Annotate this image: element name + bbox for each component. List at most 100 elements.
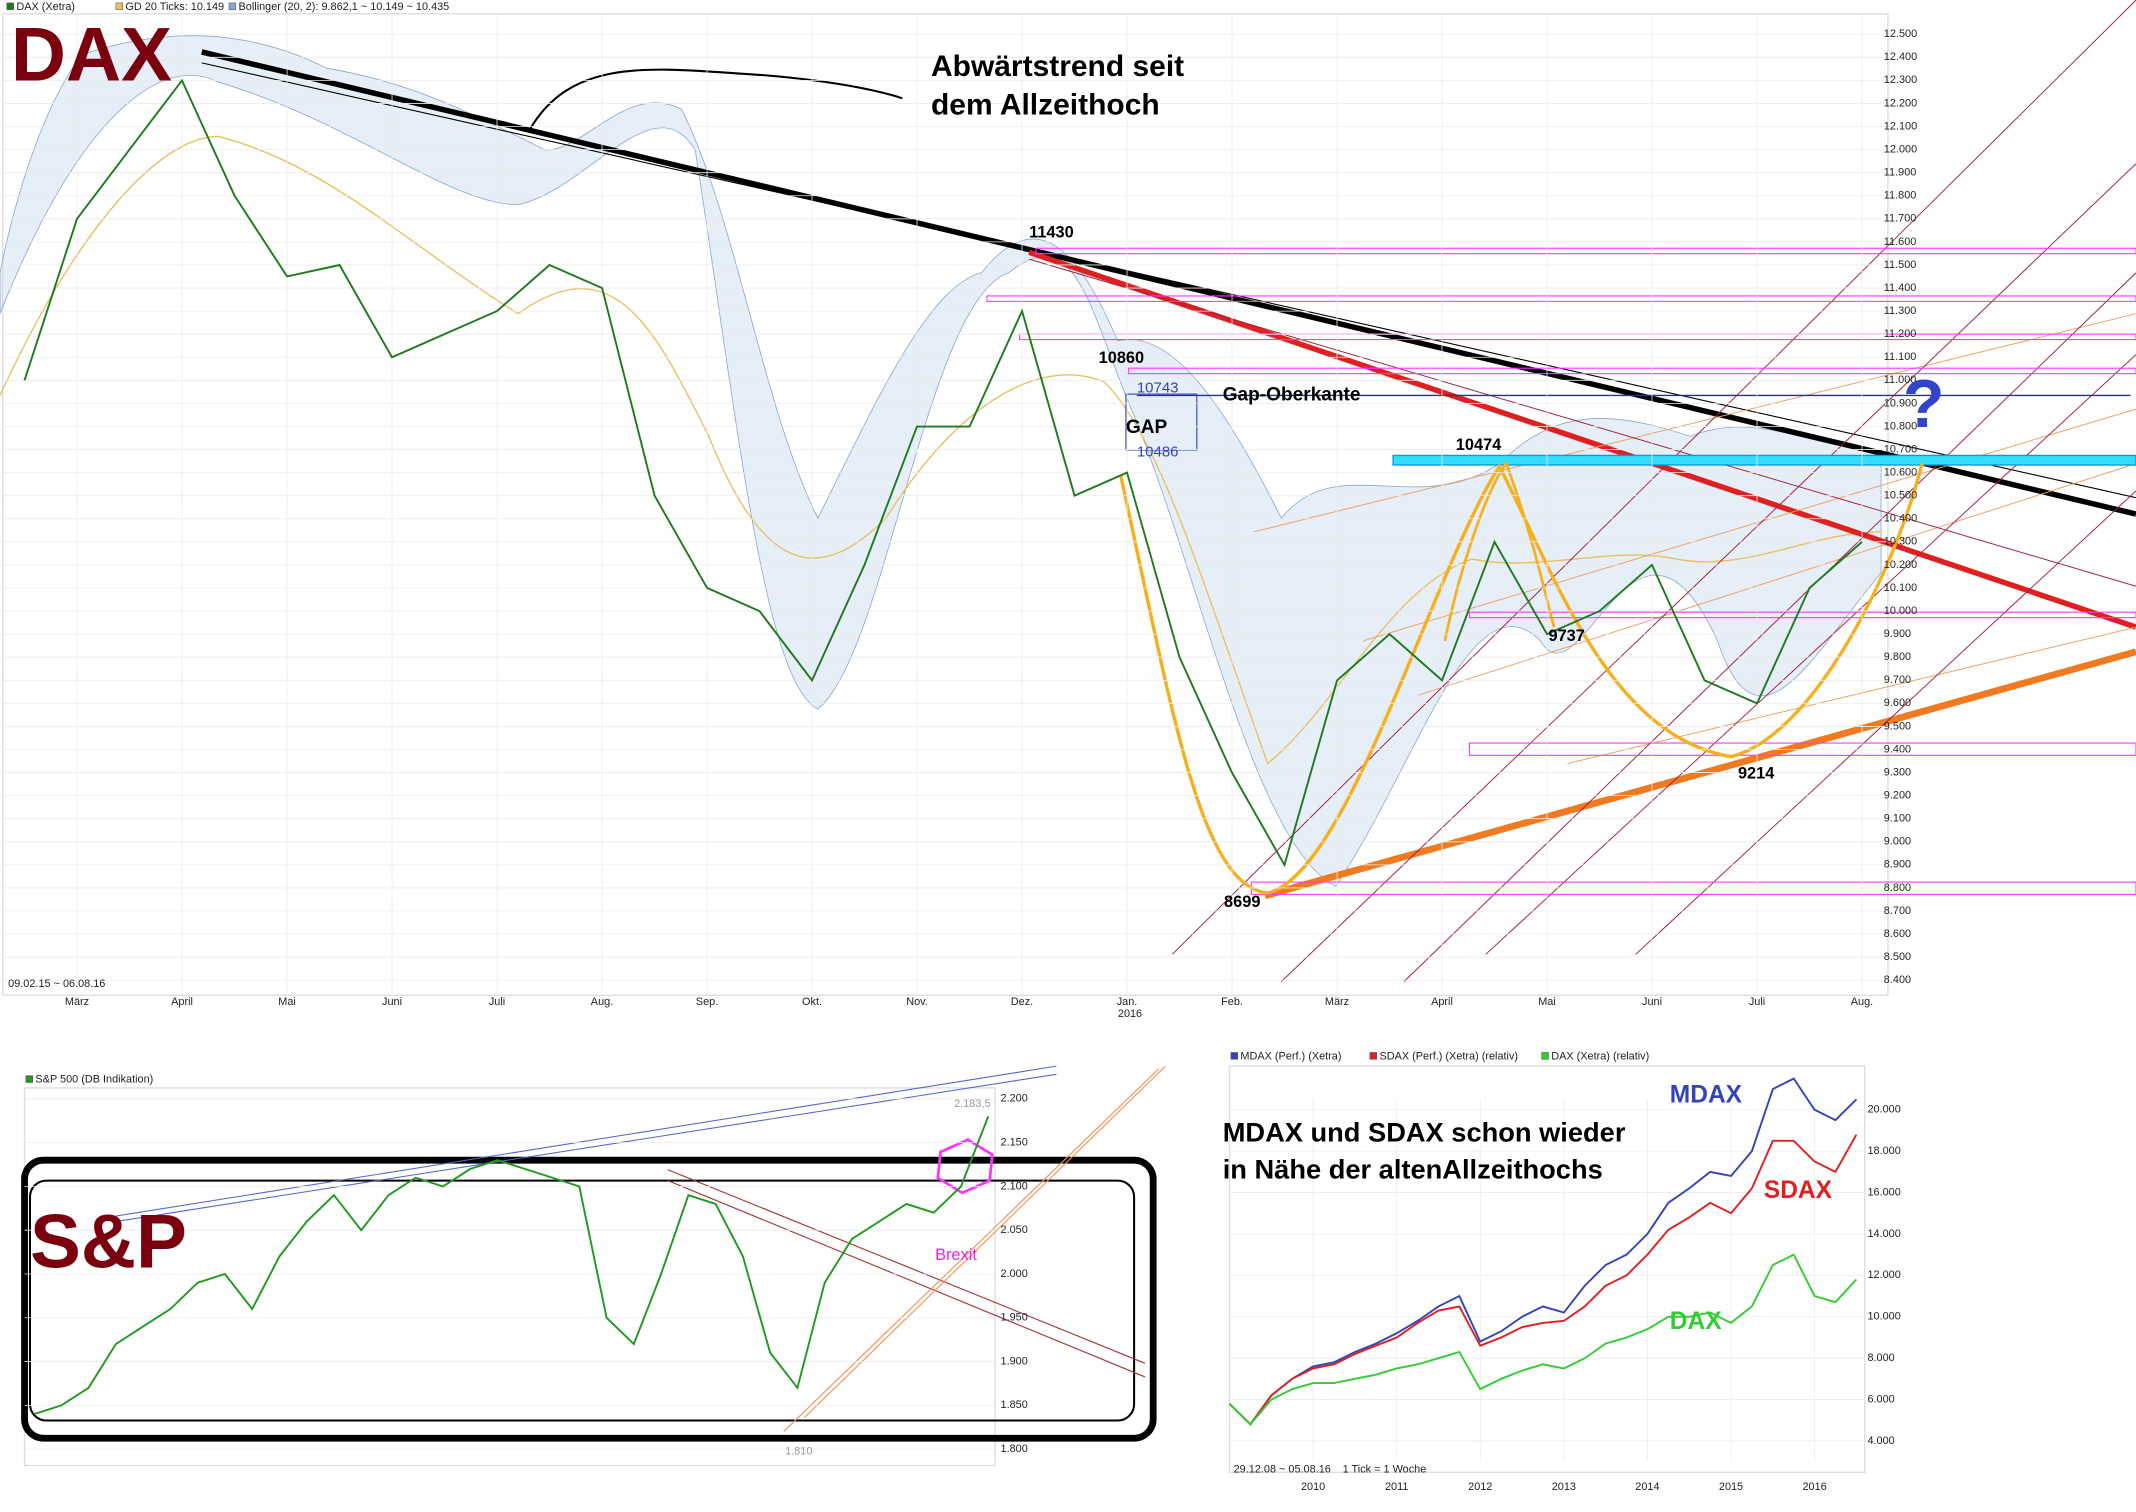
annotation: dem Allzeithoch: [931, 88, 1160, 121]
range-box: [28, 1179, 1136, 1422]
annotation: Gap-Oberkante: [1223, 385, 1361, 406]
x-tick-label: Mai: [278, 996, 296, 1008]
x-tick-label: März: [1325, 996, 1349, 1008]
annotation: 10486: [1137, 444, 1179, 461]
legend-label: DAX (Xetra) (relativ): [1551, 1050, 1649, 1062]
x-tick-label: 2011: [1385, 1481, 1408, 1493]
y-tick-label: 9.600: [1884, 697, 1911, 709]
y-tick-label: 2.200: [1001, 1093, 1028, 1105]
legend-label: MDAX (Perf.) (Xetra): [1240, 1050, 1341, 1062]
y-tick-label: 10.800: [1884, 420, 1917, 432]
x-tick-label: 2014: [1635, 1481, 1659, 1493]
formation-curve: [1118, 462, 1924, 895]
x-tick-label: April: [1431, 996, 1453, 1008]
legend-label: GD 20 Ticks: 10.149: [125, 1, 224, 13]
legend-swatch: [25, 1075, 33, 1083]
y-tick-label: 2.050: [1001, 1224, 1028, 1236]
annotation: S&P: [30, 1200, 187, 1285]
series-line: [1228, 1134, 1858, 1426]
dax-drawings: [0, 0, 2136, 982]
y-tick-label: 1.950: [1001, 1312, 1028, 1324]
annotation: 1.810: [785, 1446, 812, 1458]
y-tick-label: 9.500: [1884, 720, 1911, 732]
annotation: 10474: [1456, 436, 1501, 454]
x-tick-label: 2016: [1802, 1481, 1826, 1493]
annotation: in Nähe der altenAllzeithochs: [1223, 1153, 1603, 1184]
tick-note: 1 Tick = 1 Woche: [1343, 1463, 1427, 1475]
y-tick-label: 11.100: [1884, 351, 1917, 363]
trend-line: [201, 62, 2136, 499]
x-tick-label: Aug.: [1851, 996, 1873, 1008]
y-tick-label: 12.500: [1884, 28, 1917, 40]
x-tick-label: April: [171, 996, 193, 1008]
annotation: 9214: [1738, 765, 1774, 783]
x-tick-label: März: [65, 996, 89, 1008]
y-tick-label: 11.500: [1884, 259, 1917, 271]
annotation: 9737: [1548, 627, 1584, 645]
annotation: SDAX: [1764, 1177, 1833, 1204]
y-tick-label: 14.000: [1867, 1228, 1900, 1240]
y-tick-label: 2.100: [1001, 1180, 1028, 1192]
y-tick-label: 10.300: [1884, 536, 1917, 548]
y-tick-label: 12.000: [1867, 1269, 1900, 1281]
index-frame: [1228, 1065, 1866, 1473]
y-tick-label: 11.000: [1884, 374, 1917, 386]
moving-average: [0, 135, 1882, 765]
y-tick-label: 9.400: [1884, 743, 1911, 755]
legend-swatch: [1541, 1052, 1549, 1060]
sp-drawings: [21, 1065, 1166, 1442]
y-tick-label: 10.900: [1884, 397, 1917, 409]
y-tick-label: 12.200: [1884, 97, 1917, 109]
x-tick-label: Nov.: [906, 996, 928, 1008]
y-tick-label: 9.300: [1884, 766, 1911, 778]
date-range: 29.12.08 ~ 05.08.16: [1234, 1463, 1331, 1475]
y-tick-label: 12.000: [1884, 143, 1917, 155]
annotation: MDAX und SDAX schon wieder: [1223, 1116, 1626, 1147]
y-tick-label: 8.800: [1884, 882, 1911, 894]
trend-line: [1028, 249, 2136, 630]
y-tick-label: 6.000: [1867, 1393, 1894, 1405]
y-tick-label: 20.000: [1867, 1104, 1900, 1116]
bollinger-band: [0, 35, 1882, 887]
y-tick-label: 10.000: [1867, 1311, 1900, 1323]
legend-swatch: [1369, 1052, 1378, 1060]
y-tick-label: 10.600: [1884, 466, 1917, 478]
legend-label: Bollinger (20, 2): 9.862,1 ~ 10.149 ~ 10…: [239, 1, 450, 13]
y-tick-label: 8.400: [1884, 974, 1911, 986]
annotation: Abwärtstrend seit: [931, 50, 1184, 83]
year-label: 2016: [1118, 1008, 1142, 1020]
legend-label: DAX (Xetra): [16, 1, 75, 13]
x-tick-label: Mai: [1538, 996, 1556, 1008]
x-tick-label: Juni: [1642, 996, 1662, 1008]
y-tick-label: 11.700: [1884, 213, 1917, 225]
legend-label: S&P 500 (DB Indikation): [35, 1074, 153, 1086]
x-tick-label: Jan.: [1117, 996, 1138, 1008]
y-tick-label: 4.000: [1867, 1435, 1894, 1447]
series-line: [1228, 1077, 1858, 1426]
x-tick-label: 2010: [1301, 1481, 1325, 1493]
x-tick-label: Juli: [489, 996, 505, 1008]
x-tick-label: Dez.: [1011, 996, 1033, 1008]
annotation: 10860: [1099, 349, 1144, 367]
x-tick-label: 2015: [1719, 1481, 1743, 1493]
y-tick-label: 9.900: [1884, 628, 1911, 640]
annotation: 2.183,5: [954, 1098, 990, 1110]
y-tick-label: 1.900: [1001, 1355, 1028, 1367]
series-line: [23, 78, 1863, 868]
legend-swatch: [115, 2, 123, 10]
hexagon-marker: [936, 1138, 994, 1195]
annotation: DAX: [11, 12, 172, 97]
y-tick-label: 9.100: [1884, 813, 1911, 825]
y-tick-label: 2.000: [1001, 1268, 1028, 1280]
x-tick-label: Sep.: [696, 996, 718, 1008]
y-tick-label: 10.200: [1884, 559, 1917, 571]
annotation: 10743: [1137, 380, 1179, 397]
annotation: GAP: [1126, 417, 1168, 438]
y-tick-label: 16.000: [1867, 1186, 1900, 1198]
y-tick-label: 10.100: [1884, 582, 1917, 594]
range-box: [21, 1156, 1157, 1442]
series-line: [1228, 1253, 1858, 1426]
y-tick-label: 11.600: [1884, 236, 1917, 248]
